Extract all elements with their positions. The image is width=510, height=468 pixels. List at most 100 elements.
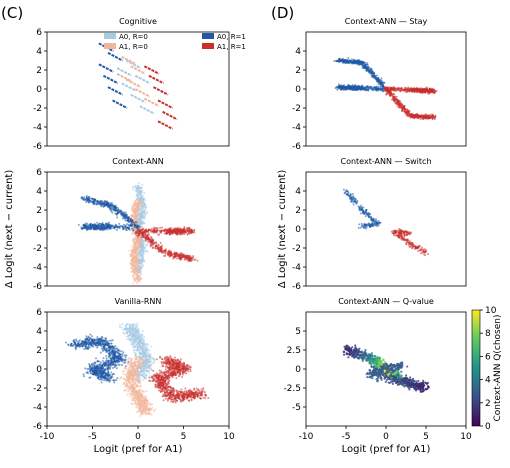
cognitive-mark [162, 110, 178, 121]
context-ann-point [132, 229, 135, 232]
vanilla-rnn-point [115, 367, 118, 370]
vanilla-rnn-point [110, 352, 113, 355]
panel-title: Cognitive [119, 17, 157, 26]
vanilla-rnn-point [98, 372, 101, 375]
context-ann-point [135, 256, 138, 259]
vanilla-rnn-point [117, 363, 120, 366]
context-ann-point [131, 267, 134, 270]
vanilla-rnn-point [96, 360, 99, 363]
context-ann-point [125, 226, 128, 229]
context-ann-point [85, 222, 88, 225]
vanilla-rnn-point [110, 371, 113, 374]
vanilla-rnn-point [144, 361, 147, 364]
context-ann-point [130, 254, 133, 257]
vanilla-rnn-point [142, 408, 145, 411]
vanilla-rnn-point [137, 343, 140, 346]
vanilla-rnn-point [125, 327, 128, 330]
legend-swatch [104, 43, 116, 49]
vanilla-rnn-point [134, 335, 137, 338]
vanilla-rnn-point [124, 385, 127, 388]
cognitive-mark [102, 74, 119, 85]
vanilla-rnn-point [129, 369, 132, 372]
context-ann-point [171, 232, 174, 235]
legend-entry: A0, R=1 [217, 33, 246, 41]
legend-swatch [104, 33, 116, 39]
vanilla-rnn-point [111, 367, 114, 370]
vanilla-rnn-point [134, 328, 137, 331]
context-ann-point [156, 229, 159, 232]
y-tick-label: -4 [33, 123, 42, 133]
vanilla-rnn-point [90, 338, 93, 341]
vanilla-rnn-point [170, 400, 173, 403]
context-ann-point [141, 191, 144, 194]
vanilla-rnn-point [139, 384, 142, 387]
vanilla-rnn-point [145, 404, 148, 407]
context-ann-point [127, 218, 130, 221]
context-ann-point [130, 222, 133, 225]
vanilla-rnn-point [108, 349, 111, 352]
context-ann-point [179, 230, 182, 233]
context-ann-point [135, 221, 138, 224]
vanilla-rnn-point [150, 413, 153, 416]
vanilla-rnn-point [183, 390, 186, 393]
legend-entry: A1, R=0 [119, 43, 148, 51]
vanilla-rnn-point [101, 339, 104, 342]
context-ann-point [134, 185, 137, 188]
vanilla-rnn-point [74, 348, 77, 351]
vanilla-rnn-point [145, 390, 148, 393]
vanilla-rnn-point [203, 391, 206, 394]
context-ann-point [107, 225, 110, 228]
vanilla-rnn-point [96, 365, 99, 368]
vanilla-rnn-point [106, 360, 109, 363]
vanilla-rnn-point [90, 364, 93, 367]
vanilla-rnn-point [89, 333, 92, 336]
context-ann-point [124, 219, 127, 222]
vanilla-rnn-point [143, 356, 146, 359]
context-ann-point [117, 208, 120, 211]
context-ann-point [138, 249, 141, 252]
vanilla-rnn-point [127, 375, 130, 378]
vanilla-rnn-point [100, 370, 103, 373]
context-ann-point [139, 216, 142, 219]
context-ann-point [149, 229, 152, 232]
vanilla-rnn-point [134, 326, 137, 329]
vanilla-rnn-point [144, 344, 147, 347]
context-ann-point [132, 240, 135, 243]
vanilla-rnn-point [94, 372, 97, 375]
context-ann-point [81, 196, 84, 199]
cognitive-mark [143, 65, 160, 75]
vanilla-rnn-point [107, 370, 110, 373]
vanilla-rnn-point [124, 356, 127, 359]
context-ann-point [160, 229, 163, 232]
vanilla-rnn-point [139, 408, 142, 411]
vanilla-rnn-point [114, 360, 117, 363]
vanilla-rnn-point [105, 340, 108, 343]
vanilla-rnn-point [124, 373, 127, 376]
vanilla-rnn-point [138, 380, 141, 383]
vanilla-rnn-point [115, 357, 118, 360]
vanilla-rnn-point [127, 372, 130, 375]
vanilla-rnn-point [116, 352, 119, 355]
context-ann-point [140, 273, 143, 276]
vanilla-rnn-point [125, 382, 128, 385]
vanilla-rnn-point [105, 355, 108, 358]
context-ann-point [168, 250, 171, 253]
y-tick-label: -2 [33, 244, 42, 254]
cognitive-mark [121, 55, 137, 66]
vanilla-rnn-point [96, 344, 99, 347]
vanilla-rnn-point [144, 377, 147, 380]
context-ann-point [115, 228, 118, 231]
vanilla-rnn-point [91, 366, 94, 369]
context-ann-point [131, 245, 134, 248]
context-ann-point [141, 206, 144, 209]
context-ann-point [163, 232, 166, 235]
vanilla-rnn-point [89, 376, 92, 379]
vanilla-rnn-point [188, 399, 191, 402]
vanilla-rnn-point [111, 373, 114, 376]
context-ann-point [99, 204, 102, 207]
vanilla-rnn-point [122, 328, 125, 331]
context-ann-point [138, 217, 141, 220]
vanilla-rnn-point [139, 414, 142, 417]
context-ann-point [135, 252, 138, 255]
vanilla-rnn-point [131, 397, 134, 400]
